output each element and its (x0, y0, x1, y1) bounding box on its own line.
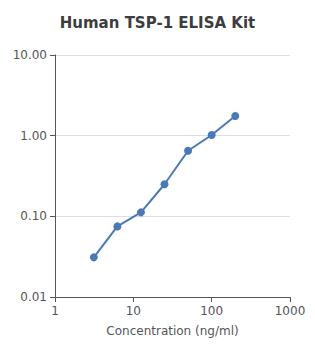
svg-text:10.00: 10.00 (13, 48, 47, 62)
svg-text:0.01: 0.01 (20, 290, 47, 304)
svg-text:1: 1 (51, 304, 59, 318)
svg-text:0.10: 0.10 (20, 209, 47, 223)
svg-text:1.00: 1.00 (20, 129, 47, 143)
svg-text:Concentration (ng/ml): Concentration (ng/ml) (106, 324, 238, 338)
svg-text:1000: 1000 (275, 304, 306, 318)
svg-text:10: 10 (126, 304, 141, 318)
svg-text:100: 100 (200, 304, 223, 318)
svg-text:Human TSP-1 ELISA Kit: Human TSP-1 ELISA Kit (60, 14, 256, 32)
